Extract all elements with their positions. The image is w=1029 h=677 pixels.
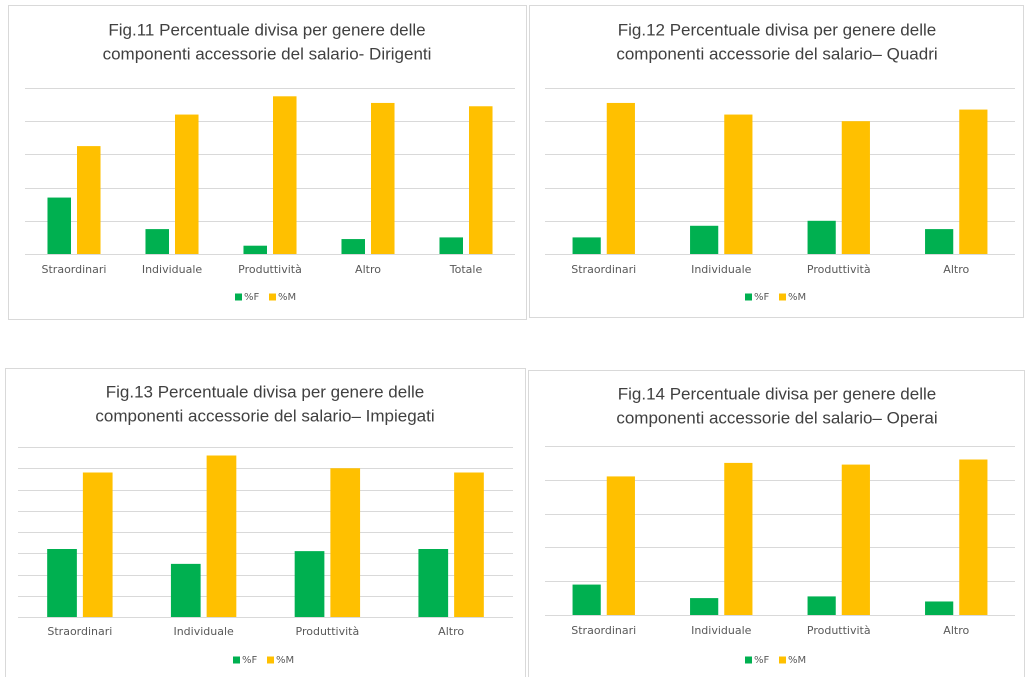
legend-label: %M: [276, 655, 294, 666]
x-tick-label: Straordinari: [571, 263, 636, 276]
bar: [572, 584, 601, 615]
x-tick-label: Altro: [355, 263, 381, 276]
bar: [454, 472, 484, 617]
bar: [47, 197, 71, 254]
x-tick-label: Totale: [449, 263, 483, 276]
legend-label: %F: [754, 292, 770, 303]
x-tick-label: Produttività: [238, 263, 302, 276]
chart-title: componenti accessorie del salario– Impie…: [95, 406, 434, 425]
legend-swatch: [233, 656, 240, 664]
x-tick-label: Individuale: [173, 625, 234, 638]
legend-label: %F: [244, 292, 260, 303]
bar: [469, 106, 493, 254]
legend-label: %F: [754, 655, 770, 666]
legend-swatch: [235, 293, 242, 301]
x-tick-label: Altro: [943, 624, 969, 637]
x-tick-label: Individuale: [691, 624, 752, 637]
legend-swatch: [267, 656, 274, 664]
legend-label: %M: [278, 292, 296, 303]
bar: [724, 114, 753, 254]
bar: [294, 551, 325, 617]
legend-swatch: [745, 656, 752, 664]
x-tick-label: Altro: [943, 263, 969, 276]
bar: [606, 102, 635, 254]
bar: [606, 476, 635, 615]
legend-swatch: [779, 656, 786, 664]
chart-title: Fig.13 Percentuale divisa per genere del…: [106, 382, 424, 401]
bar: [959, 459, 988, 615]
x-tick-label: Altro: [438, 625, 464, 638]
chart-title: componenti accessorie del salario- Dirig…: [103, 44, 432, 63]
bar: [841, 121, 870, 254]
x-tick-label: Straordinari: [42, 263, 107, 276]
bar: [206, 455, 237, 617]
bar: [841, 464, 870, 615]
bar: [330, 468, 361, 617]
bar: [807, 220, 836, 254]
bar: [371, 102, 395, 254]
legend-swatch: [269, 293, 276, 301]
bar: [243, 245, 267, 254]
legend-label: %F: [242, 655, 258, 666]
chart-title: Fig.11 Percentuale divisa per genere del…: [108, 20, 425, 39]
legend-swatch: [779, 293, 786, 301]
chart-title: componenti accessorie del salario– Opera…: [616, 408, 937, 427]
bar: [959, 109, 988, 254]
bar: [418, 549, 449, 617]
x-tick-label: Produttività: [807, 263, 871, 276]
x-tick-label: Produttività: [807, 624, 871, 637]
x-tick-label: Straordinari: [571, 624, 636, 637]
chart-title: Fig.14 Percentuale divisa per genere del…: [618, 384, 936, 403]
bar: [807, 596, 836, 615]
bar: [47, 549, 77, 617]
bar: [690, 598, 719, 615]
legend-label: %M: [788, 292, 806, 303]
x-tick-label: Individuale: [691, 263, 752, 276]
bar: [724, 462, 753, 615]
bar: [439, 237, 463, 254]
x-tick-label: Produttività: [296, 625, 360, 638]
bar: [82, 472, 113, 617]
bar: [145, 229, 169, 254]
bar: [77, 146, 101, 254]
chart-title: componenti accessorie del salario– Quadr…: [616, 44, 937, 63]
bar: [572, 237, 601, 254]
x-tick-label: Straordinari: [47, 625, 112, 638]
bar: [341, 239, 365, 254]
legend-label: %M: [788, 655, 806, 666]
bar: [690, 225, 719, 254]
bar: [170, 563, 201, 617]
bar: [175, 114, 199, 254]
chart-title: Fig.12 Percentuale divisa per genere del…: [618, 20, 936, 39]
bar: [925, 601, 954, 615]
x-tick-label: Individuale: [142, 263, 203, 276]
legend-swatch: [745, 293, 752, 301]
bar: [925, 229, 954, 254]
bar: [273, 96, 297, 254]
